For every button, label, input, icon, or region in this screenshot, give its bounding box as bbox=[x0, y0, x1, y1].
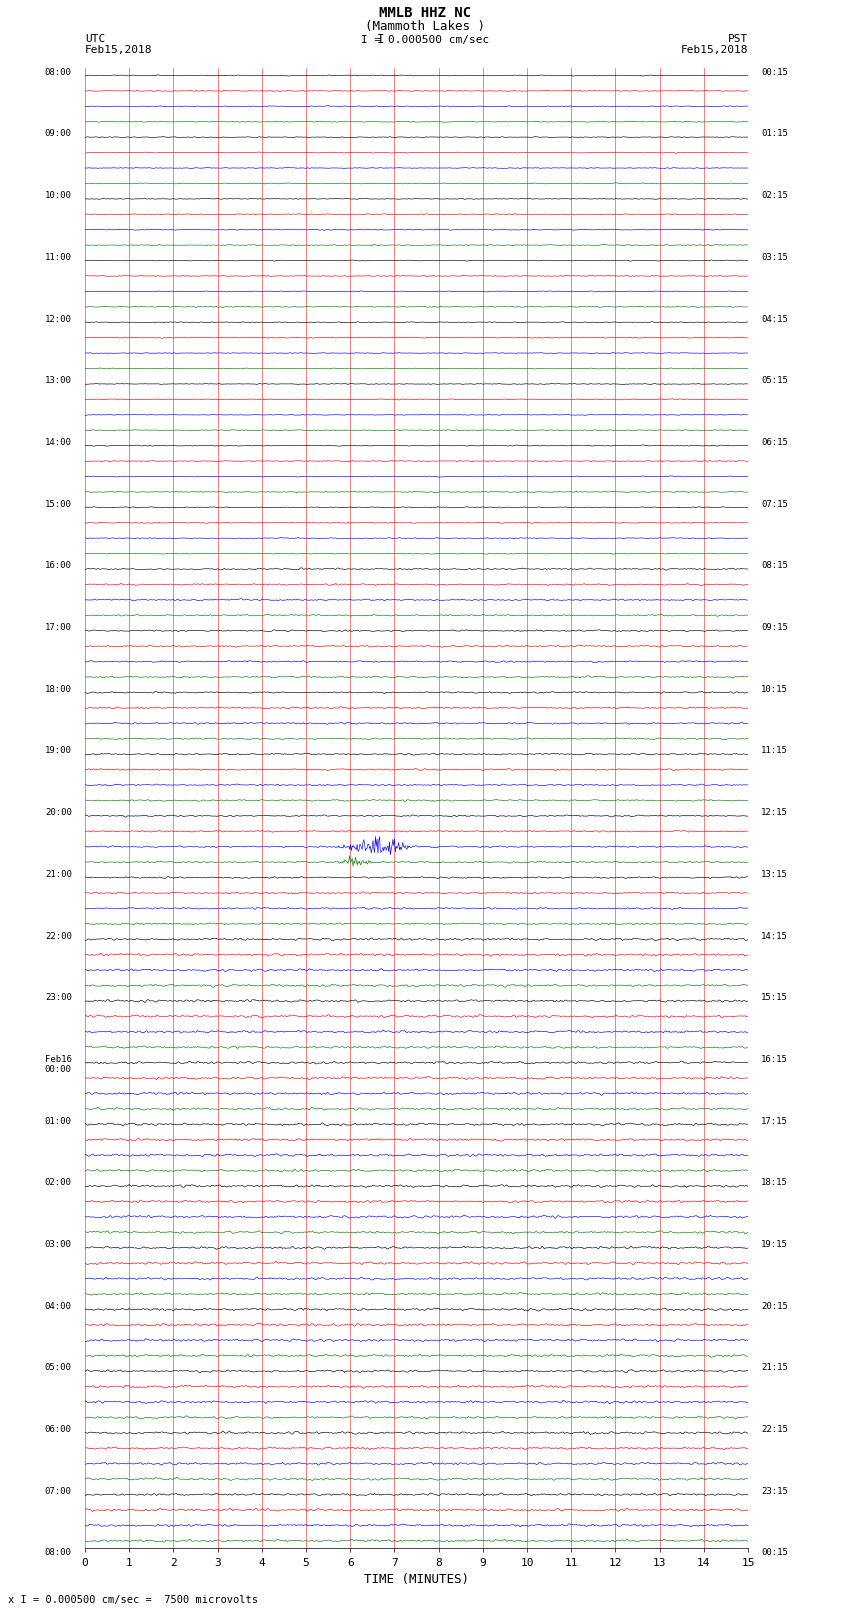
Text: 16:15: 16:15 bbox=[762, 1055, 788, 1065]
Text: 08:00: 08:00 bbox=[45, 68, 71, 77]
Text: Feb15,2018: Feb15,2018 bbox=[85, 45, 152, 55]
Text: UTC: UTC bbox=[85, 34, 105, 44]
Text: 17:15: 17:15 bbox=[762, 1116, 788, 1126]
Text: 12:15: 12:15 bbox=[762, 808, 788, 818]
Text: PST: PST bbox=[728, 34, 748, 44]
Text: 02:15: 02:15 bbox=[762, 192, 788, 200]
Text: 18:15: 18:15 bbox=[762, 1177, 788, 1187]
Text: 07:00: 07:00 bbox=[45, 1487, 71, 1495]
X-axis label: TIME (MINUTES): TIME (MINUTES) bbox=[364, 1573, 469, 1586]
Text: MMLB HHZ NC: MMLB HHZ NC bbox=[379, 6, 471, 19]
Text: 17:00: 17:00 bbox=[45, 623, 71, 632]
Text: 04:15: 04:15 bbox=[762, 315, 788, 324]
Text: Feb16
00:00: Feb16 00:00 bbox=[45, 1055, 71, 1074]
Text: 19:00: 19:00 bbox=[45, 747, 71, 755]
Text: 00:15: 00:15 bbox=[762, 1548, 788, 1558]
Text: I = 0.000500 cm/sec: I = 0.000500 cm/sec bbox=[361, 35, 489, 45]
Text: 20:15: 20:15 bbox=[762, 1302, 788, 1311]
Text: 11:00: 11:00 bbox=[45, 253, 71, 261]
Text: 18:00: 18:00 bbox=[45, 686, 71, 694]
Text: 03:00: 03:00 bbox=[45, 1240, 71, 1248]
Text: (Mammoth Lakes ): (Mammoth Lakes ) bbox=[365, 19, 485, 32]
Text: 22:00: 22:00 bbox=[45, 932, 71, 940]
Text: 23:00: 23:00 bbox=[45, 994, 71, 1002]
Text: 01:15: 01:15 bbox=[762, 129, 788, 139]
Text: 09:00: 09:00 bbox=[45, 129, 71, 139]
Text: Feb15,2018: Feb15,2018 bbox=[681, 45, 748, 55]
Text: I: I bbox=[377, 32, 384, 45]
Text: 15:15: 15:15 bbox=[762, 994, 788, 1002]
Text: 21:15: 21:15 bbox=[762, 1363, 788, 1373]
Text: 06:15: 06:15 bbox=[762, 439, 788, 447]
Text: 21:00: 21:00 bbox=[45, 869, 71, 879]
Text: 11:15: 11:15 bbox=[762, 747, 788, 755]
Text: 02:00: 02:00 bbox=[45, 1177, 71, 1187]
Text: 08:00: 08:00 bbox=[45, 1548, 71, 1558]
Text: 05:00: 05:00 bbox=[45, 1363, 71, 1373]
Text: 20:00: 20:00 bbox=[45, 808, 71, 818]
Text: 22:15: 22:15 bbox=[762, 1426, 788, 1434]
Text: 14:15: 14:15 bbox=[762, 932, 788, 940]
Text: 01:00: 01:00 bbox=[45, 1116, 71, 1126]
Text: 19:15: 19:15 bbox=[762, 1240, 788, 1248]
Text: 15:00: 15:00 bbox=[45, 500, 71, 508]
Text: 08:15: 08:15 bbox=[762, 561, 788, 571]
Text: 00:15: 00:15 bbox=[762, 68, 788, 77]
Text: 10:00: 10:00 bbox=[45, 192, 71, 200]
Text: 23:15: 23:15 bbox=[762, 1487, 788, 1495]
Text: 16:00: 16:00 bbox=[45, 561, 71, 571]
Text: 05:15: 05:15 bbox=[762, 376, 788, 386]
Text: 10:15: 10:15 bbox=[762, 686, 788, 694]
Text: 09:15: 09:15 bbox=[762, 623, 788, 632]
Text: 06:00: 06:00 bbox=[45, 1426, 71, 1434]
Text: 12:00: 12:00 bbox=[45, 315, 71, 324]
Text: 14:00: 14:00 bbox=[45, 439, 71, 447]
Text: 03:15: 03:15 bbox=[762, 253, 788, 261]
Text: 04:00: 04:00 bbox=[45, 1302, 71, 1311]
Text: 07:15: 07:15 bbox=[762, 500, 788, 508]
Text: x I = 0.000500 cm/sec =  7500 microvolts: x I = 0.000500 cm/sec = 7500 microvolts bbox=[8, 1595, 258, 1605]
Text: 13:15: 13:15 bbox=[762, 869, 788, 879]
Text: 13:00: 13:00 bbox=[45, 376, 71, 386]
